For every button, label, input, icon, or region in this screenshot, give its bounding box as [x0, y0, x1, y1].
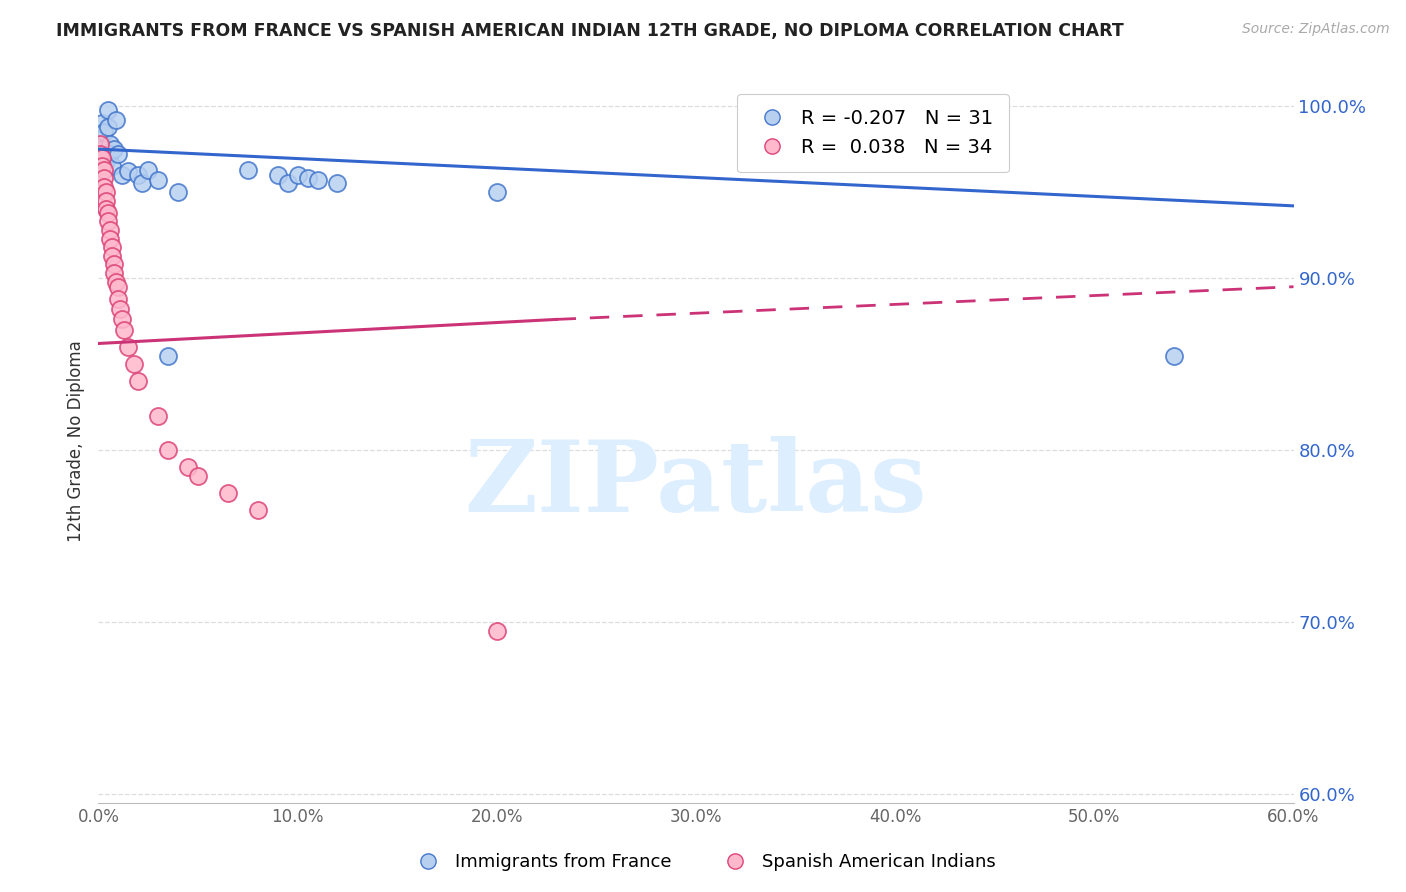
- Point: [93, 125, 115, 139]
- Point: [89, 136, 111, 151]
- Point: [187, 469, 209, 483]
- Point: [246, 503, 269, 517]
- Point: [91, 159, 114, 173]
- Point: [277, 177, 299, 191]
- Point: [131, 177, 153, 191]
- Point: [157, 443, 180, 458]
- Y-axis label: 12th Grade, No Diploma: 12th Grade, No Diploma: [66, 341, 84, 542]
- Point: [326, 177, 349, 191]
- Point: [91, 151, 114, 165]
- Point: [107, 279, 129, 293]
- Legend: Immigrants from France, Spanish American Indians: Immigrants from France, Spanish American…: [404, 847, 1002, 879]
- Point: [1163, 349, 1185, 363]
- Point: [101, 159, 124, 173]
- Point: [127, 375, 149, 389]
- Text: Source: ZipAtlas.com: Source: ZipAtlas.com: [1241, 22, 1389, 37]
- Text: IMMIGRANTS FROM FRANCE VS SPANISH AMERICAN INDIAN 12TH GRADE, NO DIPLOMA CORRELA: IMMIGRANTS FROM FRANCE VS SPANISH AMERIC…: [56, 22, 1123, 40]
- Point: [297, 171, 319, 186]
- Point: [97, 103, 120, 117]
- Point: [97, 206, 120, 220]
- Point: [117, 164, 139, 178]
- Point: [103, 142, 125, 156]
- Point: [89, 147, 111, 161]
- Point: [485, 185, 508, 199]
- Point: [91, 142, 114, 156]
- Point: [97, 214, 120, 228]
- Point: [89, 133, 111, 147]
- Point: [127, 168, 149, 182]
- Point: [103, 257, 125, 271]
- Point: [236, 162, 259, 177]
- Point: [96, 185, 118, 199]
- Point: [98, 147, 122, 161]
- Point: [267, 168, 290, 182]
- Point: [307, 173, 329, 187]
- Text: ZIPatlas: ZIPatlas: [465, 436, 927, 533]
- Point: [98, 231, 122, 245]
- Point: [136, 162, 159, 177]
- Point: [167, 185, 190, 199]
- Point: [105, 112, 128, 127]
- Point: [98, 136, 122, 151]
- Point: [107, 147, 129, 161]
- Point: [111, 168, 134, 182]
- Point: [101, 240, 124, 254]
- Point: [93, 162, 115, 177]
- Point: [112, 323, 135, 337]
- Point: [148, 173, 170, 187]
- Point: [98, 223, 122, 237]
- Point: [101, 249, 124, 263]
- Point: [96, 202, 118, 217]
- Point: [148, 409, 170, 423]
- Legend: R = -0.207   N = 31, R =  0.038   N = 34: R = -0.207 N = 31, R = 0.038 N = 34: [737, 94, 1010, 172]
- Point: [111, 312, 134, 326]
- Point: [93, 151, 115, 165]
- Point: [485, 624, 508, 638]
- Point: [157, 349, 180, 363]
- Point: [217, 486, 239, 500]
- Point: [177, 460, 200, 475]
- Point: [105, 275, 128, 289]
- Point: [97, 120, 120, 134]
- Point: [287, 168, 309, 182]
- Point: [124, 357, 146, 371]
- Point: [96, 154, 118, 169]
- Point: [107, 292, 129, 306]
- Point: [93, 180, 115, 194]
- Point: [110, 301, 132, 316]
- Point: [93, 171, 115, 186]
- Point: [96, 194, 118, 208]
- Point: [103, 266, 125, 280]
- Point: [117, 340, 139, 354]
- Point: [91, 116, 114, 130]
